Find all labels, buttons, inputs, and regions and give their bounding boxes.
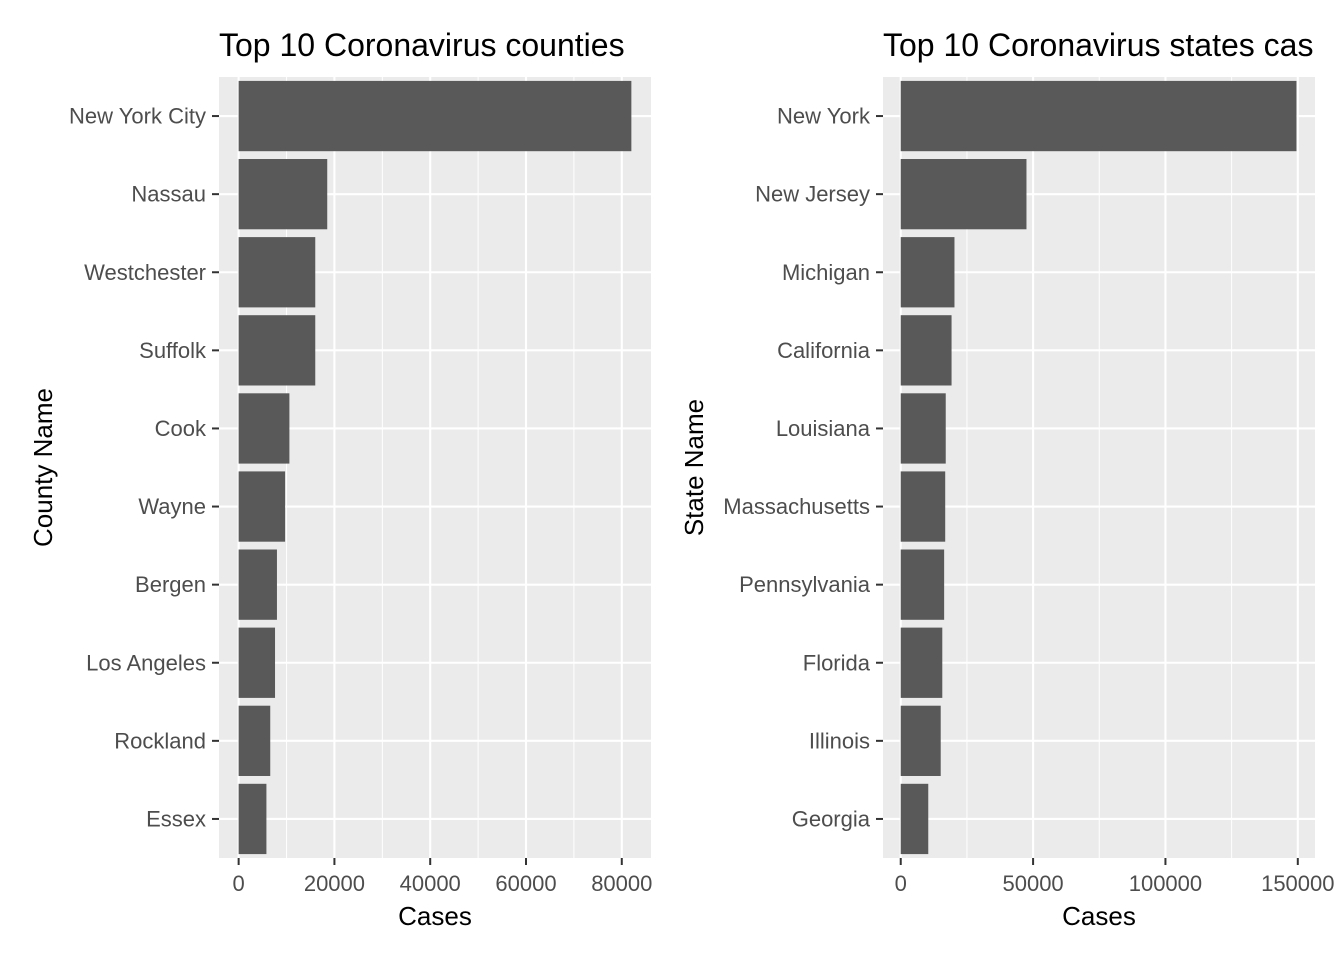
- y-tick-label: Bergen: [135, 572, 206, 597]
- y-tick-label: Illinois: [809, 728, 870, 753]
- y-tick-label: Cook: [155, 416, 207, 441]
- bar-county-3: [238, 237, 316, 308]
- bar-state-1: [900, 80, 1297, 152]
- bar-county-9: [238, 705, 271, 776]
- y-tick-label: Essex: [146, 806, 206, 831]
- x-tick-label: 100000: [1129, 871, 1202, 896]
- y-tick-label: Georgia: [792, 806, 871, 831]
- bar-state-7: [900, 549, 945, 620]
- bar-county-8: [238, 627, 276, 698]
- y-tick-label: New York City: [69, 104, 206, 129]
- bar-county-4: [238, 315, 316, 386]
- county-cases-chart: New York City Nassau Westchester Suffolk Coo…: [28, 27, 652, 931]
- x-tick-label: 40000: [400, 871, 461, 896]
- x-tick-label: 80000: [591, 871, 652, 896]
- y-axis-title: County Name: [28, 388, 58, 547]
- x-axis-title: Cases: [1062, 901, 1136, 931]
- x-tick-label: 0: [895, 871, 907, 896]
- bar-state-5: [900, 393, 946, 464]
- y-tick-label: Rockland: [114, 728, 206, 753]
- bar-county-5: [238, 393, 290, 464]
- y-tick-label: Westchester: [84, 260, 206, 285]
- y-tick-label: Louisiana: [776, 416, 871, 441]
- bar-state-3: [900, 237, 955, 308]
- x-tick-label: 50000: [1002, 871, 1063, 896]
- y-tick-label: Florida: [803, 650, 871, 675]
- bar-county-2: [238, 159, 328, 230]
- bar-state-2: [900, 159, 1027, 230]
- bar-state-6: [900, 471, 946, 542]
- bar-state-10: [900, 783, 929, 855]
- x-tick-label: 150000: [1261, 871, 1334, 896]
- y-tick-label: New Jersey: [755, 182, 870, 207]
- bar-state-8: [900, 627, 943, 698]
- bar-county-10: [238, 783, 267, 855]
- y-tick-label: Los Angeles: [86, 650, 206, 675]
- bar-state-9: [900, 705, 941, 776]
- y-tick-label: Wayne: [138, 494, 206, 519]
- y-tick-label: California: [777, 338, 871, 363]
- state-cases-chart: New York New Jersey Michigan California Loui…: [679, 27, 1335, 931]
- bar-state-4: [900, 315, 952, 386]
- y-axis-title: State Name: [679, 399, 709, 536]
- x-tick-label: 20000: [304, 871, 365, 896]
- y-tick-label: Suffolk: [139, 338, 207, 363]
- y-tick-label: Michigan: [782, 260, 870, 285]
- chart-title: Top 10 Coronavirus counties: [219, 27, 625, 63]
- y-tick-label: Massachusetts: [723, 494, 870, 519]
- x-tick-label: 0: [233, 871, 245, 896]
- bar-county-1: [238, 80, 632, 152]
- bar-county-6: [238, 471, 286, 542]
- y-tick-label: Pennsylvania: [739, 572, 871, 597]
- x-axis-title: Cases: [398, 901, 472, 931]
- bar-county-7: [238, 549, 277, 620]
- x-tick-label: 60000: [495, 871, 556, 896]
- chart-title: Top 10 Coronavirus states cas: [883, 27, 1313, 63]
- y-tick-label: New York: [777, 104, 871, 129]
- y-tick-label: Nassau: [131, 182, 206, 207]
